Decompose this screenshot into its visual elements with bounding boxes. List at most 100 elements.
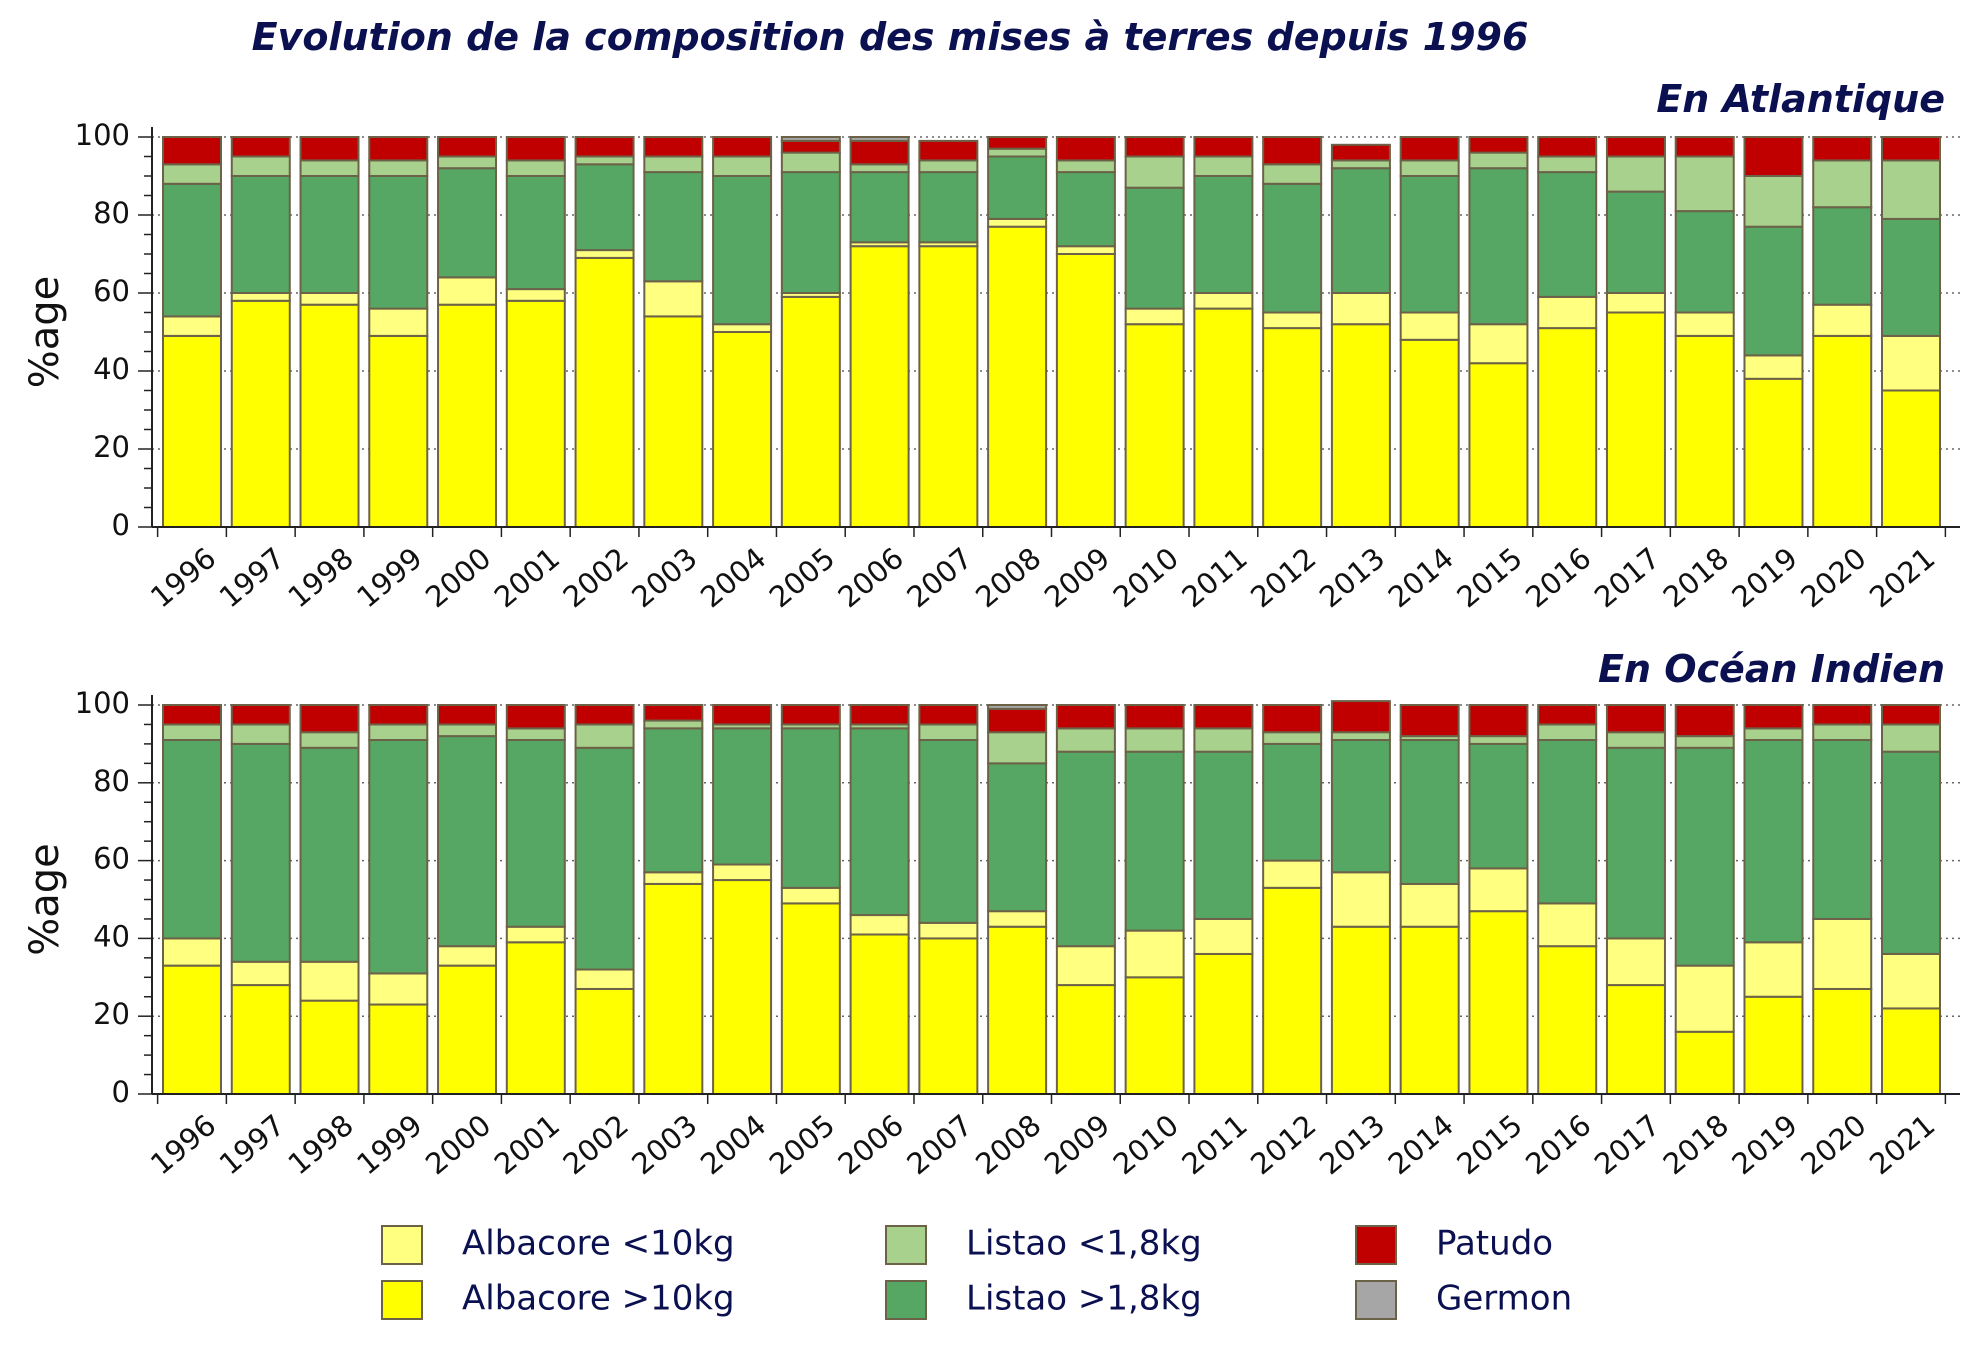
bar-segment-patudo-1996 <box>162 704 222 726</box>
x-tick-label: 2021 <box>1863 541 1941 614</box>
bar-segment-listao-1-8kg-2000 <box>437 723 498 738</box>
x-tick-label: 1996 <box>144 541 222 614</box>
bar-segment-albacore-10kg-2003 <box>643 871 704 885</box>
bar-segment-listao-1-8kg-2021 <box>1881 159 1941 220</box>
bar-segment-listao-1-8kg-2012 <box>1262 182 1323 314</box>
bar-segment-listao-1-8kg-2002 <box>574 746 635 971</box>
bar-segment-albacore-10kg-2002 <box>574 987 635 1095</box>
bar-segment-albacore-10kg-2016 <box>1537 902 1598 948</box>
legend-label-patudo: Patudo <box>1436 1224 1553 1264</box>
x-tick-label: 2012 <box>1244 541 1322 614</box>
bar-segment-albacore-10kg-1996 <box>162 937 222 967</box>
bar-segment-listao-1-8kg-2011 <box>1193 155 1254 177</box>
bar-segment-albacore-10kg-1997 <box>230 960 291 987</box>
bar-segment-listao-1-8kg-2005 <box>780 171 841 295</box>
y-tick-label: 100 <box>75 118 130 152</box>
x-tick-label: 2007 <box>900 541 978 614</box>
bar-segment-albacore-10kg-2010 <box>1124 929 1185 979</box>
x-tick-label: 2013 <box>1313 541 1391 614</box>
bar-segment-listao-1-8kg-2001 <box>505 727 566 742</box>
legend-swatch-germon <box>1355 1280 1397 1320</box>
bar-segment-albacore-10kg-2019 <box>1743 354 1804 380</box>
bar-segment-albacore-10kg-2013 <box>1330 925 1391 1095</box>
legend: Albacore <10kg Albacore >10kg Listao <1,8k… <box>381 1224 1572 1320</box>
bar-segment-albacore-10kg-2007 <box>918 921 979 940</box>
bar-segment-albacore-10kg-2001 <box>505 299 566 528</box>
x-tick-label: 2003 <box>625 1108 703 1181</box>
x-tick-label: 2014 <box>1382 541 1460 614</box>
bar-segment-albacore-10kg-2012 <box>1262 327 1323 528</box>
bar-segment-patudo-2007 <box>918 139 979 162</box>
x-tick-label: 2006 <box>832 541 910 614</box>
bar-segment-listao-1-8kg-2020 <box>1812 739 1873 920</box>
legend-label-listao_lt18: Listao <1,8kg <box>966 1224 1202 1264</box>
y-tick-label: 80 <box>93 196 130 230</box>
bar-segment-listao-1-8kg-2018 <box>1674 155 1735 213</box>
bar-segment-patudo-2009 <box>1055 704 1116 730</box>
bar-segment-patudo-1997 <box>230 704 291 726</box>
bar-segment-albacore-10kg-1996 <box>162 964 222 1095</box>
bar-segment-albacore-10kg-2003 <box>643 315 704 528</box>
bar-segment-albacore-10kg-2020 <box>1812 917 1873 990</box>
x-tick-label: 2019 <box>1725 1108 1803 1181</box>
bar-segment-listao-1-8kg-1996 <box>162 163 222 185</box>
legend-swatch-albacore_gt10 <box>381 1280 423 1320</box>
bar-segment-listao-1-8kg-2006 <box>849 171 910 244</box>
bar-segment-albacore-10kg-2016 <box>1537 295 1598 330</box>
bar-segment-patudo-2012 <box>1262 136 1323 166</box>
x-tick-label: 2010 <box>1107 1108 1185 1181</box>
bar-segment-listao-1-8kg-1999 <box>368 159 429 177</box>
bar-segment-patudo-2010 <box>1124 136 1185 158</box>
bar-segment-albacore-10kg-2021 <box>1881 334 1941 392</box>
bar-segment-patudo-2013 <box>1330 700 1391 734</box>
bar-segment-listao-1-8kg-2002 <box>574 155 635 166</box>
legend-swatch-listao_gt18 <box>885 1280 927 1320</box>
bar-segment-albacore-10kg-2018 <box>1674 964 1735 1033</box>
bar-segment-albacore-10kg-2016 <box>1537 327 1598 528</box>
bar-segment-listao-1-8kg-1999 <box>368 739 429 975</box>
legend-label-albacore_lt10: Albacore <10kg <box>462 1224 735 1264</box>
bar-segment-patudo-2004 <box>712 136 773 158</box>
bar-segment-patudo-2005 <box>780 704 841 726</box>
bar-segment-albacore-10kg-2010 <box>1124 307 1185 326</box>
bar-segment-listao-1-8kg-2002 <box>574 163 635 252</box>
bar-segment-albacore-10kg-2012 <box>1262 886 1323 1096</box>
bar-segment-listao-1-8kg-2008 <box>987 147 1048 158</box>
bar-segment-albacore-10kg-2015 <box>1468 867 1529 913</box>
bar-segment-listao-1-8kg-1996 <box>162 739 222 940</box>
bar-segment-listao-1-8kg-2021 <box>1881 750 1941 955</box>
bar-segment-patudo-2009 <box>1055 136 1116 162</box>
bar-segment-albacore-10kg-2010 <box>1124 323 1185 529</box>
bar-segment-albacore-10kg-1999 <box>368 307 429 337</box>
bar-segment-listao-1-8kg-2006 <box>849 727 910 917</box>
bar-segment-patudo-2014 <box>1399 704 1460 738</box>
bar-segment-listao-1-8kg-2001 <box>505 159 566 177</box>
bar-segment-listao-1-8kg-2020 <box>1812 723 1873 742</box>
bar-segment-listao-1-8kg-2015 <box>1468 151 1529 170</box>
bar-segment-listao-1-8kg-2020 <box>1812 206 1873 306</box>
bar-segment-albacore-10kg-1999 <box>368 334 429 528</box>
bar-segment-listao-1-8kg-2016 <box>1537 155 1598 174</box>
bar-segment-albacore-10kg-2000 <box>437 945 498 967</box>
bar-segment-albacore-10kg-2013 <box>1330 323 1391 529</box>
bar-segment-patudo-2002 <box>574 136 635 158</box>
bar-segment-patudo-2003 <box>643 136 704 158</box>
bar-segment-albacore-10kg-1998 <box>299 960 360 1002</box>
bar-segment-listao-1-8kg-1998 <box>299 731 360 749</box>
bar-segment-albacore-10kg-2001 <box>505 941 566 1095</box>
bar-segment-albacore-10kg-2019 <box>1743 995 1804 1095</box>
y-tick-label: 20 <box>93 430 130 464</box>
bar-segment-patudo-1998 <box>299 704 360 734</box>
y-axis-label: %age <box>22 276 68 389</box>
bar-segment-listao-1-8kg-2013 <box>1330 731 1391 742</box>
bar-segment-patudo-2017 <box>1605 136 1666 158</box>
bar-segment-albacore-10kg-2008 <box>987 925 1048 1095</box>
x-tick-label: 1998 <box>282 541 360 614</box>
bar-segment-albacore-10kg-2002 <box>574 968 635 990</box>
bar-segment-albacore-10kg-2005 <box>780 295 841 528</box>
bar-segment-albacore-10kg-2017 <box>1605 937 1666 987</box>
bar-segment-listao-1-8kg-2011 <box>1193 727 1254 753</box>
bar-segment-listao-1-8kg-2020 <box>1812 159 1873 209</box>
x-tick-label: 2011 <box>1175 541 1253 614</box>
legend-swatch-albacore_lt10 <box>381 1225 423 1265</box>
